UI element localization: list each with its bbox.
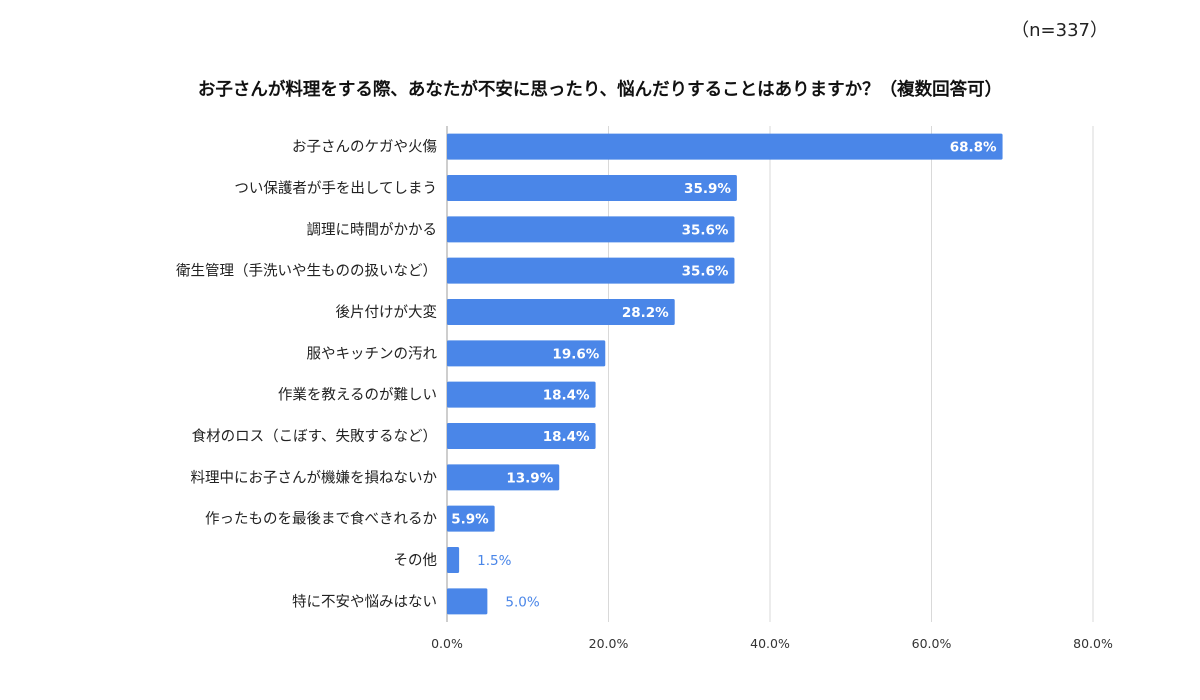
value-label: 18.4%	[543, 388, 590, 404]
category-label: 調理に時間がかかる	[307, 221, 438, 238]
x-tick-label: 20.0%	[589, 636, 629, 651]
x-tick-label: 60.0%	[912, 636, 952, 651]
value-label: 5.9%	[451, 512, 489, 528]
x-tick-label: 80.0%	[1073, 636, 1113, 651]
bar	[447, 257, 735, 284]
bar	[447, 464, 560, 491]
value-label: 13.9%	[506, 470, 553, 486]
value-label: 35.6%	[682, 222, 729, 238]
category-label: 作ったものを最後まで食べきれるか	[205, 511, 437, 528]
label-layer: 0.0% 20.0% 40.0% 60.0% 80.0% お子さんのケガや火傷 68.8% つ…	[176, 139, 1113, 651]
bar	[447, 340, 606, 367]
value-label: 35.6%	[682, 264, 729, 280]
category-label: 食材のロス（こぼす、失敗するなど）	[192, 428, 437, 445]
value-label: 18.4%	[543, 429, 590, 445]
category-label: つい保護者が手を出してしまう	[234, 180, 437, 197]
category-label: 料理中にお子さんが機嫌を損ねないか	[191, 469, 438, 486]
category-label: 服やキッチンの汚れ	[307, 345, 438, 362]
chart-title: お子さんが料理をする際、あなたが不安に思ったり、悩んだりすることはありますか？（…	[197, 80, 1003, 100]
category-label: お子さんのケガや火傷	[292, 139, 437, 156]
category-label: 衛生管理（手洗いや生ものの扱いなど）	[176, 263, 437, 280]
value-label: 68.8%	[950, 140, 997, 156]
category-label: 特に不安や悩みはない	[292, 593, 437, 610]
bar-layer	[447, 133, 1003, 615]
bar	[447, 588, 488, 615]
bar	[447, 133, 1003, 160]
value-label: 1.5%	[477, 553, 511, 569]
x-tick-label: 40.0%	[750, 636, 790, 651]
value-label: 19.6%	[552, 346, 599, 362]
value-label: 35.9%	[684, 181, 731, 197]
bar	[447, 547, 460, 573]
category-label: 後片付けが大変	[336, 304, 438, 321]
bar	[447, 423, 596, 449]
bar	[447, 175, 737, 201]
bar	[447, 216, 735, 243]
x-tick-label: 0.0%	[431, 636, 463, 651]
bar	[447, 299, 675, 325]
value-label: 28.2%	[622, 305, 669, 321]
bar	[447, 381, 596, 408]
value-label: 5.0%	[505, 594, 539, 610]
grid-layer	[446, 126, 1094, 622]
category-label: その他	[394, 552, 438, 569]
bar	[447, 505, 495, 532]
category-label: 作業を教えるのが難しい	[278, 387, 437, 404]
sample-size-note: （n=337）	[1011, 20, 1108, 41]
